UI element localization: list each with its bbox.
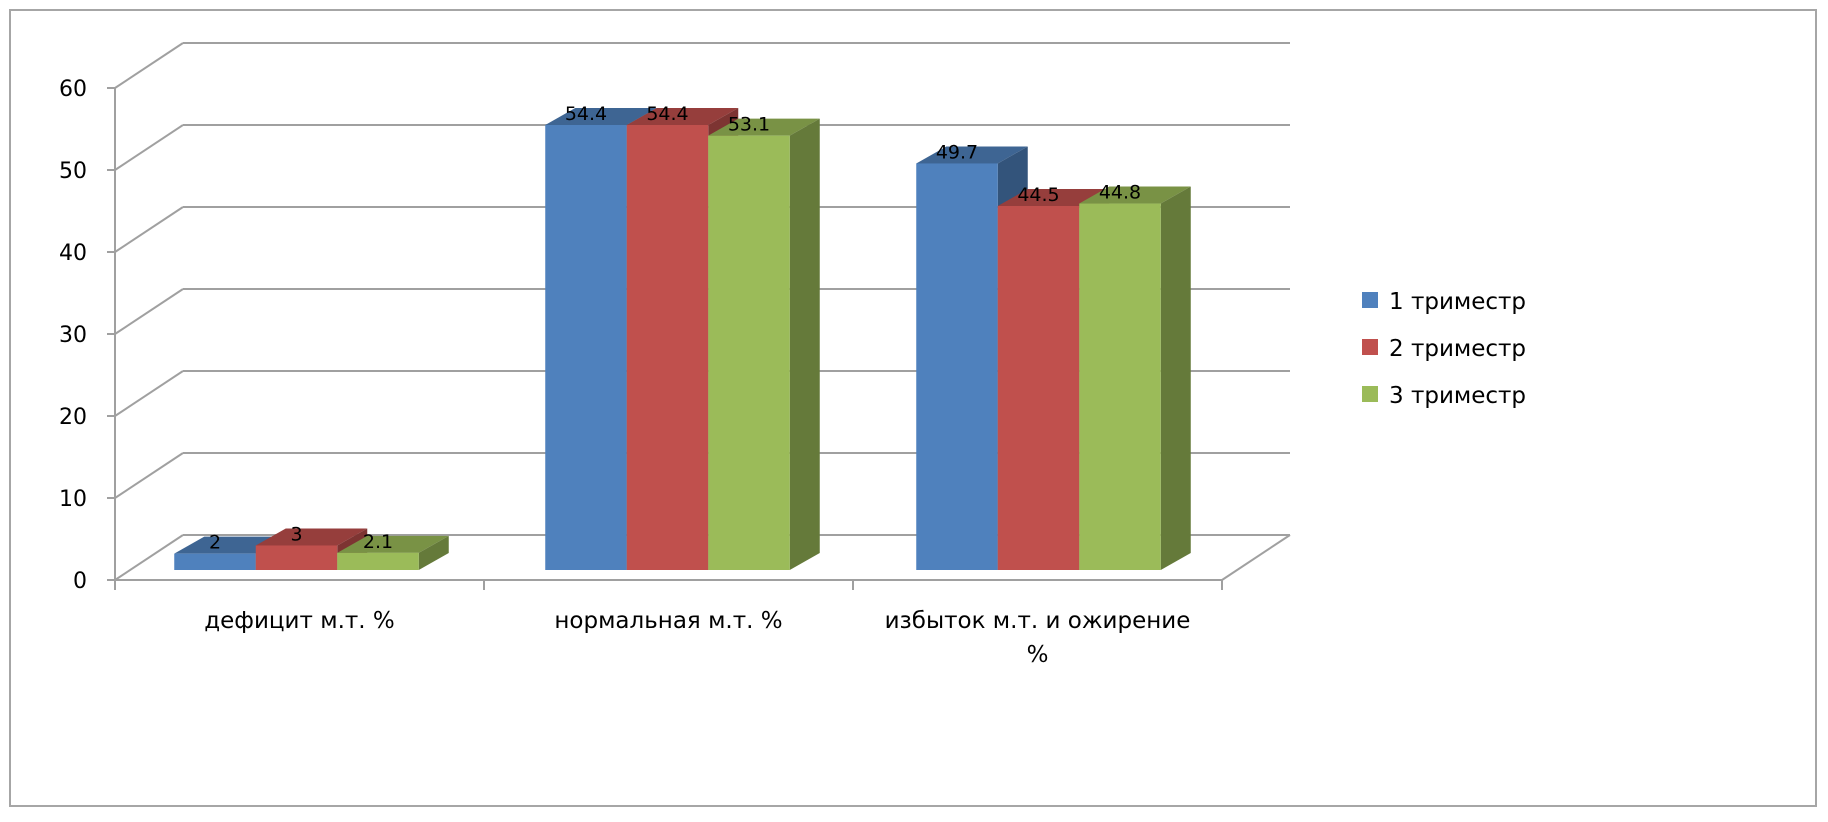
y-tick-label: 30 (59, 323, 87, 348)
data-label: 53.1 (728, 114, 770, 136)
y-tick-label: 0 (73, 569, 87, 594)
bar (1079, 203, 1161, 570)
bar-side (418, 535, 449, 570)
data-label: 44.8 (1099, 182, 1141, 204)
gridline-side (114, 206, 184, 253)
chart-frame (9, 9, 1817, 807)
legend-label: 2 триместр (1389, 336, 1526, 362)
bar-side (789, 118, 820, 571)
floor-edge (1221, 534, 1291, 581)
bar-top (997, 188, 1110, 206)
legend: 1 триместр 2 триместр 3 триместр (1362, 289, 1526, 409)
legend-swatch (1362, 339, 1378, 355)
gridline-side (114, 124, 184, 171)
data-label: 3 (290, 523, 302, 545)
legend-label: 1 триместр (1389, 289, 1526, 315)
legend-swatch (1362, 292, 1378, 308)
bar-side (1160, 186, 1191, 570)
bar-top (1079, 186, 1191, 204)
bar (997, 205, 1080, 570)
data-label: 2 (209, 532, 221, 554)
data-label: 54.4 (565, 103, 607, 125)
data-label: 49.7 (936, 141, 978, 163)
x-category-label: нормальная м.т. % (554, 608, 782, 634)
y-tick-label: 50 (59, 159, 87, 184)
bar (916, 163, 998, 570)
y-tick-label: 10 (59, 487, 87, 512)
gridline-side (114, 452, 184, 499)
bar-top (255, 528, 368, 546)
gridline-side (114, 288, 184, 335)
bar (626, 125, 709, 570)
gridline-side (114, 42, 184, 89)
y-tick-label: 20 (59, 405, 87, 430)
bar-top (708, 118, 820, 136)
x-category-label: избыток м.т. и ожирение% (885, 608, 1191, 668)
bar-top (545, 108, 657, 125)
bar (545, 125, 627, 570)
bar-top (916, 146, 1028, 164)
bar-top (337, 535, 449, 553)
bar (708, 135, 790, 570)
legend-label: 3 триместр (1389, 383, 1526, 409)
x-category-label: дефицит м.т. % (204, 608, 395, 634)
gridline-side (114, 370, 184, 417)
data-label: 44.5 (1017, 184, 1059, 206)
data-label: 54.4 (646, 103, 688, 125)
data-label: 2.1 (363, 531, 393, 553)
y-tick-label: 60 (59, 77, 87, 102)
y-tick-label: 40 (59, 241, 87, 266)
gridline-side (114, 534, 184, 581)
bar (337, 552, 419, 570)
bar (255, 545, 338, 570)
bar-top (626, 108, 739, 125)
bar (174, 553, 256, 570)
legend-swatch (1362, 386, 1378, 402)
